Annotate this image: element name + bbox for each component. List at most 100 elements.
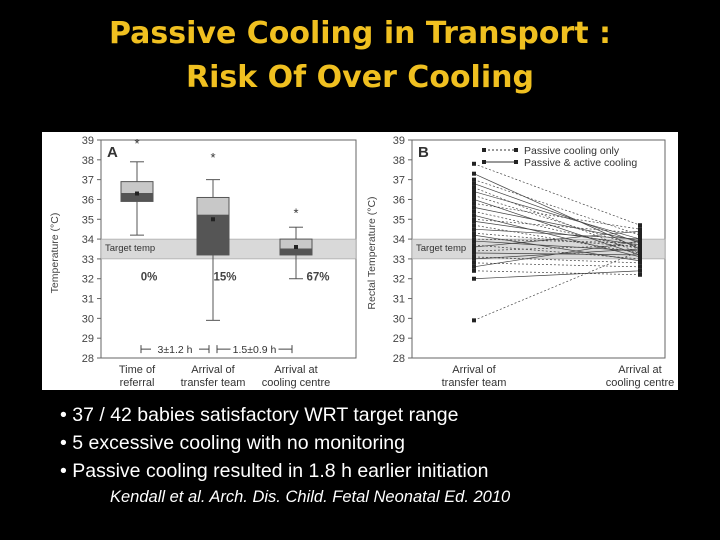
y-tick-label: 39 <box>82 135 94 147</box>
data-point <box>472 213 476 218</box>
y-tick-label: 39 <box>393 135 405 147</box>
data-point <box>638 264 642 269</box>
y-tick-label: 28 <box>82 353 94 365</box>
data-point <box>472 219 476 224</box>
y-tick-label: 31 <box>82 294 94 306</box>
data-point <box>638 268 642 273</box>
y-tick-label: 37 <box>393 175 405 187</box>
y-tick-label: 32 <box>82 274 94 286</box>
data-point <box>638 256 642 261</box>
data-point <box>472 256 476 261</box>
series-line <box>473 214 641 258</box>
data-point <box>472 223 476 228</box>
data-point <box>638 252 642 257</box>
data-point <box>638 260 642 265</box>
y-tick-label: 34 <box>82 234 94 246</box>
x-category-label: Arrival of <box>452 364 496 376</box>
y-tick-label: 38 <box>82 155 94 167</box>
x-category-label: Arrival of <box>191 364 235 376</box>
interval-label: 3±1.2 h <box>158 344 193 356</box>
y-tick-label: 36 <box>393 194 405 206</box>
data-point <box>472 185 476 190</box>
x-category-label: transfer team <box>181 377 246 389</box>
outlier-marker: * <box>210 150 215 165</box>
data-point <box>472 276 476 281</box>
data-point <box>472 193 476 198</box>
data-point <box>472 233 476 238</box>
y-axis-label: Temperature (°C) <box>49 213 61 294</box>
x-category-label: Arrival at <box>618 364 661 376</box>
series-line <box>473 163 641 226</box>
percent-label: 15% <box>213 272 236 284</box>
bullet-list: • 37 / 42 babies satisfactory WRT target… <box>60 401 700 485</box>
x-category-label: transfer team <box>442 377 507 389</box>
series-line <box>473 230 641 248</box>
series-line <box>473 240 641 252</box>
target-label: Target temp <box>416 243 466 254</box>
bullet-item: • Passive cooling resulted in 1.8 h earl… <box>60 460 489 482</box>
x-category-label: Arrival at <box>274 364 317 376</box>
y-tick-label: 37 <box>82 175 94 187</box>
data-point <box>638 229 642 234</box>
series-line <box>473 179 641 236</box>
panel-label: B <box>418 144 429 161</box>
legend-marker <box>482 148 486 152</box>
series-line <box>473 270 641 280</box>
data-point <box>472 239 476 244</box>
chart-figure: Target temp 39 38 37 36 35 34 33 32 31 30 29 28 A Temp… <box>49 135 674 389</box>
box-mean-marker <box>294 245 298 250</box>
interval-label-bg <box>230 342 279 356</box>
data-point <box>638 248 642 253</box>
bullet-item: • 37 / 42 babies satisfactory WRT target… <box>60 404 459 426</box>
x-category-label: cooling centre <box>262 377 331 389</box>
y-tick-label: 29 <box>82 333 94 345</box>
data-point <box>638 243 642 248</box>
citation: Kendall et al. Arch. Dis. Child. Fetal N… <box>110 488 511 506</box>
data-point <box>472 197 476 202</box>
data-point <box>638 223 642 228</box>
x-category-label: referral <box>120 377 155 389</box>
data-point <box>472 161 476 166</box>
series-line <box>473 183 641 244</box>
box-upper <box>196 196 230 216</box>
data-point <box>472 260 476 265</box>
legend-marker <box>514 148 518 152</box>
y-tick-label: 34 <box>393 234 405 246</box>
data-point <box>472 181 476 186</box>
slide-title-line-1: Passive Cooling in Transport : <box>108 16 612 51</box>
series-line <box>473 228 641 240</box>
slide-title-line-2: Risk Of Over Cooling <box>186 60 534 95</box>
series-line <box>473 234 641 262</box>
data-point <box>472 189 476 194</box>
y-tick-label: 30 <box>82 313 94 325</box>
y-tick-label: 38 <box>393 155 405 167</box>
title-bar: Passive Cooling in Transport : Risk Of O… <box>0 0 720 113</box>
data-point <box>472 268 476 273</box>
data-point <box>472 201 476 206</box>
legend-marker <box>482 160 486 164</box>
series-line <box>473 211 641 250</box>
series-line <box>473 250 641 321</box>
data-point <box>472 245 476 250</box>
percent-label: 0% <box>141 272 158 284</box>
target-label: Target temp <box>105 243 155 254</box>
series-line <box>473 240 641 268</box>
outlier-marker: * <box>134 136 139 151</box>
data-point <box>472 264 476 269</box>
data-point <box>472 250 476 255</box>
data-point <box>472 209 476 214</box>
x-category-label: Time of <box>119 364 156 376</box>
y-tick-label: 36 <box>82 194 94 206</box>
data-point <box>472 227 476 232</box>
percent-label: 67% <box>306 272 329 284</box>
y-axis-label: Rectal Temperature (°C) <box>366 196 378 309</box>
data-point <box>638 239 642 244</box>
box-mean-marker <box>135 191 139 196</box>
y-tick-label: 35 <box>82 214 94 226</box>
figure-panel: Target temp 39 38 37 36 35 34 33 32 31 30 29 28 A Temp… <box>42 132 678 390</box>
y-tick-label: 30 <box>393 313 405 325</box>
box-lower <box>196 214 230 256</box>
interval-label-bg <box>151 342 199 356</box>
data-point <box>472 318 476 323</box>
panel-label: A <box>107 144 118 161</box>
